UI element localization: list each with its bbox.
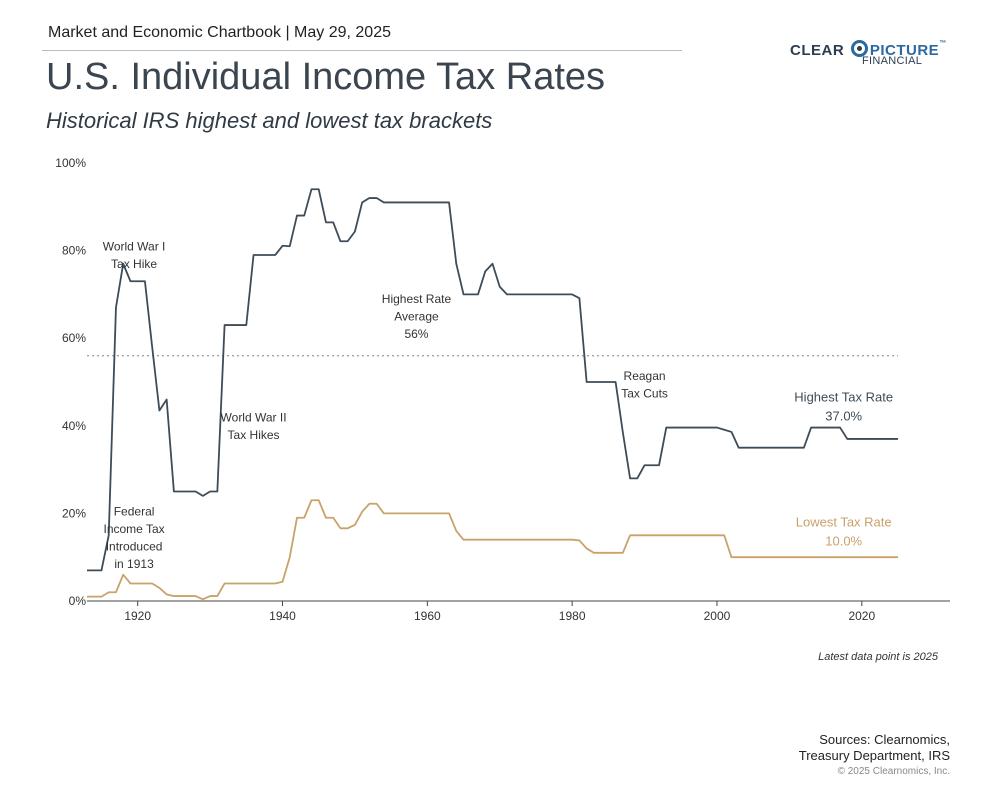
y-tick-label: 40% <box>62 419 86 433</box>
lowest-tax-rate-line <box>87 499 898 601</box>
chart-annotation: Income Tax <box>103 522 164 536</box>
latest-data-note: Latest data point is 2025 <box>818 651 938 663</box>
lowest-rate-label: 10.0% <box>825 534 862 549</box>
highest-rate-label: Highest Tax Rate <box>794 390 893 405</box>
x-tick-label: 1920 <box>124 609 151 623</box>
chart-annotation: Tax Hike <box>111 257 157 271</box>
chart-annotation: Tax Cuts <box>621 386 668 400</box>
chart-annotation: World War II <box>221 410 287 424</box>
y-tick-label: 20% <box>62 506 86 520</box>
x-tick-label: 2020 <box>848 609 875 623</box>
copyright: © 2025 Clearnomics, Inc. <box>837 766 950 777</box>
sources-line-1: Sources: Clearnomics, <box>819 732 950 747</box>
y-tick-label: 0% <box>69 594 87 608</box>
page-title: U.S. Individual Income Tax Rates <box>46 56 606 98</box>
highest-tax-rate-line <box>87 188 898 572</box>
x-tick-label: 2000 <box>704 609 731 623</box>
chart-annotation: Federal <box>114 505 155 519</box>
y-tick-label: 60% <box>62 331 86 345</box>
chart-annotation: 56% <box>404 327 428 341</box>
sources: Sources: Clearnomics, Treasury Departmen… <box>799 732 950 764</box>
logo-ring-icon <box>850 40 868 57</box>
sources-line-2: Treasury Department, IRS <box>798 748 950 763</box>
chart-annotation: Tax Hikes <box>228 428 280 442</box>
page-subtitle: Historical IRS highest and lowest tax br… <box>46 108 493 133</box>
clear-picture-logo: CLEAR PICTURE™ FINANCIAL <box>790 40 950 70</box>
chart-annotation: Introduced <box>106 540 163 554</box>
chart-annotation: Highest Rate <box>382 292 452 306</box>
logo-wordmark: CLEAR PICTURE™ <box>790 40 947 59</box>
highest-rate-label: 37.0% <box>825 409 862 424</box>
lowest-rate-label: Lowest Tax Rate <box>796 515 892 530</box>
x-tick-label: 1940 <box>269 609 296 623</box>
chart-annotation: World War I <box>103 240 166 254</box>
logo-word-picture: PICTURE <box>869 42 940 59</box>
x-tick-label: 1960 <box>414 609 441 623</box>
chart-annotation: in 1913 <box>114 557 154 571</box>
logo-word-financial: FINANCIAL <box>862 55 923 67</box>
chart-annotation: Average <box>394 310 439 324</box>
x-tick-label: 1980 <box>559 609 586 623</box>
chart-annotation: Reagan <box>624 369 666 383</box>
logo-word-clear: CLEAR <box>790 42 845 59</box>
logo-trademark: ™ <box>939 40 947 47</box>
y-tick-label: 100% <box>55 156 86 170</box>
header-divider <box>42 50 682 51</box>
y-tick-label: 80% <box>62 244 86 258</box>
chartbook-header: Market and Economic Chartbook | May 29, … <box>48 24 391 41</box>
